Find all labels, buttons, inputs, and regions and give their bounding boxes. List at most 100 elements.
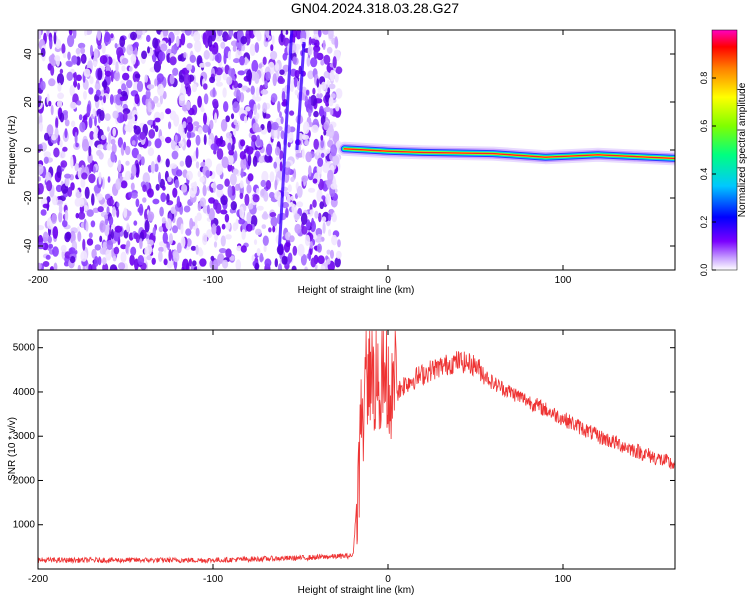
noise-blob <box>110 229 114 240</box>
noise-blob <box>64 173 72 179</box>
noise-blob <box>174 134 178 143</box>
noise-blob <box>186 63 193 71</box>
noise-blob <box>160 192 167 203</box>
noise-blob <box>56 73 65 86</box>
noise-blob <box>46 124 54 137</box>
noise-blob <box>272 73 277 87</box>
noise-blob <box>321 81 327 91</box>
noise-blob <box>289 110 295 116</box>
noise-blob <box>89 76 94 85</box>
noise-blob <box>330 249 334 259</box>
noise-blob <box>310 57 318 68</box>
noise-blob <box>264 153 272 163</box>
noise-blob <box>38 163 44 175</box>
noise-blob <box>277 77 285 85</box>
noise-blob <box>120 251 127 263</box>
noise-blob <box>177 54 183 62</box>
noise-blob <box>335 103 340 112</box>
noise-blob <box>209 119 214 130</box>
noise-blob <box>121 65 126 72</box>
noise-blob <box>90 220 96 228</box>
noise-blob <box>225 234 232 240</box>
noise-blob <box>218 248 227 254</box>
noise-blob <box>210 255 215 261</box>
noise-blob <box>302 133 306 140</box>
noise-blob <box>112 206 116 218</box>
noise-blob <box>332 155 340 166</box>
noise-blob <box>216 148 224 160</box>
noise-blob <box>59 140 63 148</box>
noise-blob <box>183 73 191 86</box>
noise-blob <box>42 261 50 267</box>
noise-blob <box>115 178 122 191</box>
noise-blob <box>294 213 300 220</box>
noise-blob <box>220 209 228 215</box>
noise-blob <box>250 70 257 81</box>
noise-blob <box>327 126 335 138</box>
noise-blob <box>186 131 192 139</box>
noise-blob <box>46 196 51 203</box>
noise-blob <box>237 70 246 76</box>
noise-blob <box>138 203 144 216</box>
noise-blob <box>253 239 258 246</box>
noise-blob <box>191 221 196 227</box>
noise-blob <box>142 172 150 185</box>
noise-blob <box>308 187 316 193</box>
noise-blob <box>112 255 117 262</box>
noise-blob <box>91 248 97 259</box>
noise-blob <box>96 149 103 156</box>
noise-blob <box>252 155 258 167</box>
noise-blob <box>86 209 94 217</box>
noise-blob <box>38 225 45 231</box>
noise-blob <box>70 120 76 128</box>
noise-blob <box>88 145 92 157</box>
noise-blob <box>183 205 191 213</box>
noise-blob <box>277 100 281 113</box>
figure-title: GN04.2024.318.03.28.G27 <box>291 0 459 16</box>
noise-blob <box>38 262 42 270</box>
noise-blob <box>81 55 85 62</box>
noise-blob <box>38 183 44 195</box>
noise-blob <box>102 241 107 250</box>
noise-blob <box>327 169 334 183</box>
noise-blob <box>193 121 200 127</box>
noise-blob <box>317 234 322 239</box>
noise-blob <box>158 171 161 184</box>
noise-blob <box>175 169 183 177</box>
noise-blob <box>245 106 251 112</box>
noise-blob <box>273 129 278 139</box>
y-tick-label: 1000 <box>13 520 36 531</box>
noise-blob <box>50 65 55 76</box>
noise-blob <box>130 192 138 199</box>
noise-blob <box>269 212 277 218</box>
noise-blob <box>211 263 219 270</box>
noise-blob <box>74 197 82 207</box>
noise-blob <box>77 82 81 90</box>
noise-blob <box>291 203 297 214</box>
noise-blob <box>40 209 47 216</box>
noise-blob <box>316 78 320 88</box>
noise-blob <box>317 255 325 265</box>
snr-panel: -200 -100 0 100 1000 2000 3000 4000 5000 Height… <box>7 329 676 596</box>
noise-blob <box>313 138 320 150</box>
snr-frame <box>37 329 676 570</box>
noise-blob <box>256 134 261 147</box>
spectrogram-y-label: Frequency (Hz) <box>7 116 18 185</box>
noise-blob <box>65 60 73 67</box>
noise-blob <box>247 203 254 210</box>
noise-blob <box>67 51 71 61</box>
noise-blob <box>179 160 185 167</box>
noise-blob <box>58 203 63 214</box>
noise-blob <box>239 192 244 200</box>
noise-blob <box>110 138 116 145</box>
noise-blob <box>314 210 319 219</box>
noise-blob <box>228 149 235 156</box>
noise-blob <box>308 165 312 177</box>
noise-blob <box>135 198 140 208</box>
noise-blob <box>208 208 215 221</box>
noise-blob <box>203 112 207 125</box>
noise-blob <box>150 161 156 174</box>
noise-blob <box>286 194 291 204</box>
noise-blob <box>128 191 132 198</box>
noise-blob <box>75 191 82 199</box>
